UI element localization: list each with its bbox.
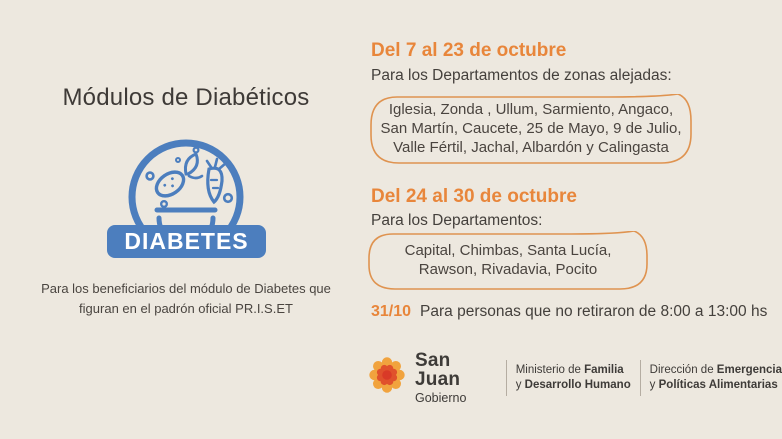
san-juan-rosette-logo-icon — [368, 356, 406, 399]
deadline-text: Para personas que no retiraron de 8:00 a… — [420, 303, 768, 320]
org2-line1-bold: Emergencia — [716, 363, 782, 376]
brand-name: San Juan — [415, 350, 461, 390]
department-list-line: Capital, Chimbas, Santa Lucía, — [404, 241, 612, 259]
section1-departments-box: Iglesia, Zonda , Ullum, Sarmiento, Angac… — [368, 94, 694, 164]
department-list-line: Valle Fértil, Jachal, Albardón y Calinga… — [393, 138, 669, 156]
org1-line1-bold: Familia — [584, 363, 624, 376]
org2-line2-bold: Políticas Alimentarias — [658, 378, 778, 391]
org1-line2-bold: Desarrollo Humano — [524, 378, 631, 391]
note-line-1: Para los beneficiarios del módulo de Dia… — [41, 281, 331, 296]
section1-heading: Del 7 al 23 de octubre — [371, 40, 567, 61]
department-list-line: Iglesia, Zonda , Ullum, Sarmiento, Angac… — [388, 100, 674, 118]
org1-line2-regular: y — [515, 378, 525, 391]
org2-line2-regular: y — [649, 378, 659, 391]
section1-subheading: Para los Departamentos de zonas alejadas… — [371, 67, 672, 84]
ministry-family-label: Ministerio de Familia y Desarrollo Human… — [516, 363, 631, 393]
note-line-2: figuran en el padrón oficial PR.I.S.ET — [79, 301, 293, 316]
section2-heading: Del 24 al 30 de octubre — [371, 186, 577, 207]
org2-line1-regular: Dirección de — [649, 363, 717, 376]
emergency-directorate-label: Dirección de Emergencia y Políticas Alim… — [650, 363, 782, 393]
department-list-line: San Martín, Caucete, 25 de Mayo, 9 de Ju… — [380, 119, 682, 137]
diabetes-badge: DIABETES — [107, 225, 266, 258]
deadline-row: 31/10 Para personas que no retiraron de … — [371, 303, 767, 321]
footer-divider — [505, 359, 507, 396]
org1-line1-regular: Ministerio de — [515, 363, 585, 376]
footer-brand-bar: San Juan Gobierno Ministerio de Familia … — [368, 351, 782, 405]
deadline-date: 31/10 — [371, 303, 412, 320]
brand-wordmark: San Juan Gobierno — [415, 351, 497, 405]
footer-divider — [639, 359, 641, 396]
department-list-line: Rawson, Rivadavia, Pocito — [418, 260, 598, 278]
left-column: Módulos de Diabéticos — [0, 0, 372, 439]
beneficiaries-note: Para los beneficiarios del módulo de Dia… — [16, 279, 356, 319]
section2-departments-box: Capital, Chimbas, Santa Lucía, Rawson, R… — [366, 231, 650, 290]
page-title: Módulos de Diabéticos — [62, 84, 310, 111]
brand-subtitle: Gobierno — [415, 391, 467, 405]
section2-subheading: Para los Departamentos: — [371, 212, 543, 229]
